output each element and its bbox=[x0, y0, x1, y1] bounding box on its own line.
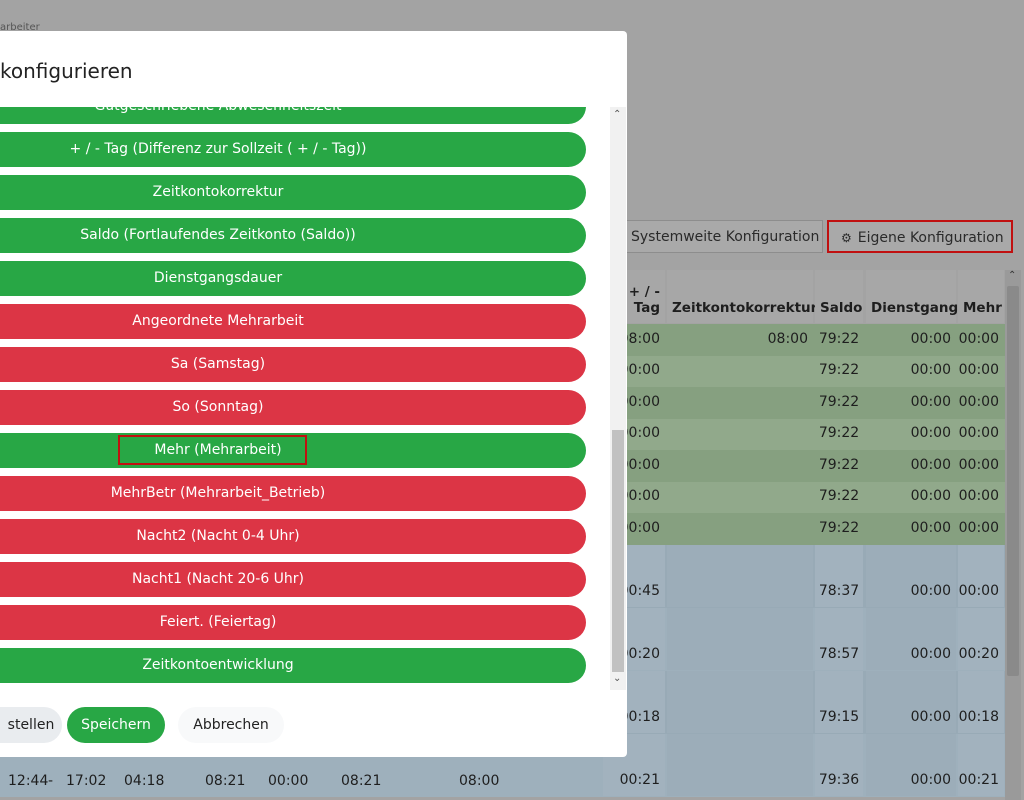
save-button[interactable]: Speichern bbox=[67, 707, 165, 743]
scroll-thumb[interactable] bbox=[1007, 286, 1019, 676]
table-cell bbox=[667, 481, 813, 512]
column-toggle[interactable]: Zeitkontoentwicklung bbox=[0, 648, 586, 683]
table-cell: 79:22 bbox=[815, 481, 863, 512]
table-cell: 79:22 bbox=[815, 513, 863, 544]
table-cell: 00:00 bbox=[866, 670, 956, 733]
table-cell: 00:00 bbox=[958, 387, 1004, 418]
table-cell: 00:21 bbox=[958, 733, 1004, 796]
column-list: Gutgeschriebene Abwesenheitszeit + / - Ta… bbox=[0, 107, 606, 690]
column-toggle[interactable]: Angeordnete Mehrarbeit bbox=[0, 304, 586, 339]
table-cell: 79:22 bbox=[815, 355, 863, 386]
table-cell: 00:00 bbox=[958, 513, 1004, 544]
table-cell: 00:00 bbox=[268, 773, 309, 789]
table-cell: 00:00 bbox=[603, 355, 665, 386]
table-cell: 00:00 bbox=[958, 324, 1004, 355]
cancel-button[interactable]: Abbrechen bbox=[178, 707, 284, 743]
table-cell: 12:44 bbox=[8, 773, 49, 789]
table-cell: 08:00 bbox=[667, 324, 813, 355]
column-toggle[interactable]: MehrBetr (Mehrarbeit_Betrieb) bbox=[0, 476, 586, 511]
table-cell: 00:21 bbox=[603, 733, 665, 796]
column-toggle[interactable]: Feiert. (Feiertag) bbox=[0, 605, 586, 640]
table-cell: 00:00 bbox=[866, 450, 956, 481]
tab[interactable]: Systemweite Konfiguration bbox=[620, 220, 823, 253]
table-cell: 17:02 bbox=[66, 773, 107, 789]
column-toggle[interactable]: Nacht1 (Nacht 20-6 Uhr) bbox=[0, 562, 586, 597]
table-cell: 00:00 bbox=[866, 387, 956, 418]
table-cell bbox=[667, 733, 813, 796]
column-toggle[interactable]: Sa (Samstag) bbox=[0, 347, 586, 382]
column-toggle[interactable]: + / - Tag (Differenz zur Sollzeit ( + / … bbox=[0, 132, 586, 167]
table-cell bbox=[667, 450, 813, 481]
table-cell: 00:00 bbox=[866, 513, 956, 544]
tab-label: Eigene Konfiguration bbox=[857, 230, 1004, 246]
reset-button[interactable]: stellen bbox=[0, 707, 62, 743]
table-cell: 00:20 bbox=[958, 607, 1004, 670]
table-cell: 08:00 bbox=[459, 773, 500, 789]
column-toggle[interactable]: Nacht2 (Nacht 0-4 Uhr) bbox=[0, 519, 586, 554]
table-cell bbox=[667, 513, 813, 544]
column-toggle[interactable]: Mehr (Mehrarbeit) bbox=[0, 433, 586, 468]
table-cell bbox=[667, 387, 813, 418]
column-toggle[interactable]: So (Sonntag) bbox=[0, 390, 586, 425]
table-cell: 00:00 bbox=[866, 481, 956, 512]
column-toggle[interactable]: Dienstgangsdauer bbox=[0, 261, 586, 296]
scroll-up[interactable]: ⌃ bbox=[613, 109, 622, 120]
table-cell: 08:21 bbox=[205, 773, 246, 789]
table-cell: 79:22 bbox=[815, 324, 863, 355]
column-toggle[interactable]: Zeitkontokorrektur bbox=[0, 175, 586, 210]
table-cell: 79:22 bbox=[815, 418, 863, 449]
table-cell: - bbox=[48, 773, 54, 789]
corner-label: arbeiter bbox=[0, 22, 40, 33]
table-cell: 00:00 bbox=[866, 418, 956, 449]
column-header: Mehr bbox=[958, 270, 1004, 323]
table-cell: 00:00 bbox=[958, 544, 1004, 607]
table-cell: 78:57 bbox=[815, 607, 863, 670]
table-cell: 00:00 bbox=[866, 324, 956, 355]
table-cell: 08:21 bbox=[341, 773, 382, 789]
table-cell: 79:36 bbox=[815, 733, 863, 796]
gear-icon: ⚙ bbox=[841, 231, 852, 245]
table-cell bbox=[667, 418, 813, 449]
table-cell: 00:00 bbox=[958, 450, 1004, 481]
list-scrollbar: ⌃ ⌄ bbox=[610, 107, 626, 690]
table-cell: 00:00 bbox=[958, 481, 1004, 512]
modal-title: konfigurieren bbox=[0, 59, 133, 83]
tab[interactable]: ⚙ Eigene Konfiguration bbox=[827, 220, 1013, 253]
table-cell bbox=[667, 355, 813, 386]
table-cell: 79:22 bbox=[815, 450, 863, 481]
column-toggle[interactable]: Saldo (Fortlaufendes Zeitkonto (Saldo)) bbox=[0, 218, 586, 253]
column-header: Zeitkontokorrektur bbox=[667, 270, 817, 323]
table-cell: 04:18 bbox=[124, 773, 165, 789]
column-header: Dienstgang bbox=[866, 270, 958, 323]
table-scrollbar: ⌃ bbox=[1005, 270, 1021, 800]
table-cell: 00:00 bbox=[866, 733, 956, 796]
scroll-down[interactable]: ⌄ bbox=[613, 673, 622, 684]
table-cell: 00:00 bbox=[866, 607, 956, 670]
modal: konfigurieren Gutgeschriebene Abwesenhei… bbox=[0, 31, 627, 757]
table-cell: 00:00 bbox=[958, 355, 1004, 386]
table-cell bbox=[667, 544, 813, 607]
table-cell bbox=[667, 670, 813, 733]
table-cell: 79:15 bbox=[815, 670, 863, 733]
highlight-box bbox=[118, 435, 307, 465]
scroll-thumb[interactable] bbox=[612, 430, 624, 672]
table-cell: 00:00 bbox=[866, 355, 956, 386]
table-cell: 00:18 bbox=[958, 670, 1004, 733]
table-cell: 78:37 bbox=[815, 544, 863, 607]
table-cell: 79:22 bbox=[815, 387, 863, 418]
table-cell bbox=[667, 607, 813, 670]
column-toggle[interactable]: Gutgeschriebene Abwesenheitszeit bbox=[0, 107, 586, 124]
column-header: Saldo bbox=[815, 270, 863, 323]
table-cell: 00:00 bbox=[866, 544, 956, 607]
scroll-up[interactable]: ⌃ bbox=[1008, 270, 1017, 281]
table-cell: 00:00 bbox=[958, 418, 1004, 449]
